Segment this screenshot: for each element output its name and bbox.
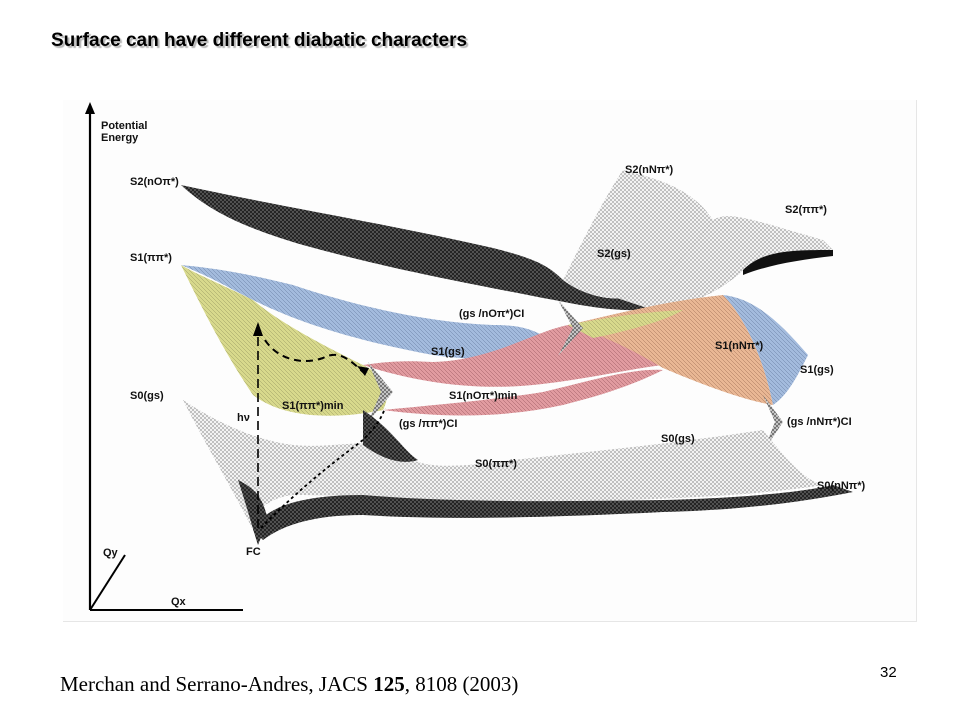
label-s1-no-pi-min: S1(nOπ*)min xyxy=(449,390,518,402)
citation: Merchan and Serrano-Andres, JACS 125, 81… xyxy=(60,672,519,696)
label-ci-gs-no: (gs /nOπ*)CI xyxy=(459,308,525,320)
label-hv: hν xyxy=(237,412,250,424)
label-s0-gs-right: S0(gs) xyxy=(661,433,695,445)
slide-title: Surface can have different diabatic char… xyxy=(51,30,468,51)
label-s1-pipi-min: S1(ππ*)min xyxy=(282,400,344,412)
label-s0-gs-left: S0(gs) xyxy=(130,390,164,402)
s1-surface xyxy=(181,265,808,416)
label-s1-gs-right: S1(gs) xyxy=(800,364,834,376)
axis-qx-label: Qx xyxy=(171,596,186,608)
label-fc: FC xyxy=(246,546,261,558)
label-s2-nn-pi: S2(nNπ*) xyxy=(625,164,674,176)
label-s2-gs: S2(gs) xyxy=(597,248,631,260)
label-s2-no-pi: S2(nOπ*) xyxy=(130,176,179,188)
conical-intersections xyxy=(368,300,783,452)
s2-surface xyxy=(181,170,833,311)
s0-surface xyxy=(183,400,853,545)
surfaces-drawing xyxy=(85,102,853,611)
potential-energy-surface-figure: Potential Energy Qy Qx S2(nOπ*) S2(nNπ*)… xyxy=(63,100,917,622)
reaction-path xyxy=(253,322,386,529)
label-s1-nn-pi: S1(nNπ*) xyxy=(715,340,764,352)
axes xyxy=(85,102,243,611)
label-s2-pipi: S2(ππ*) xyxy=(785,204,827,216)
label-ci-gs-pipi: (gs /ππ*)CI xyxy=(399,418,458,430)
page-number: 32 xyxy=(880,664,897,681)
label-s0-pipi: S0(ππ*) xyxy=(475,458,517,470)
axis-qy-label: Qy xyxy=(103,547,118,559)
label-s1-pipi: S1(ππ*) xyxy=(130,252,172,264)
axis-y-title: Potential Energy xyxy=(101,120,148,144)
label-ci-gs-nn: (gs /nNπ*)CI xyxy=(787,416,852,428)
label-s0-nn-pi: S0(nNπ*) xyxy=(817,480,866,492)
label-s1-gs-mid: S1(gs) xyxy=(431,346,465,358)
